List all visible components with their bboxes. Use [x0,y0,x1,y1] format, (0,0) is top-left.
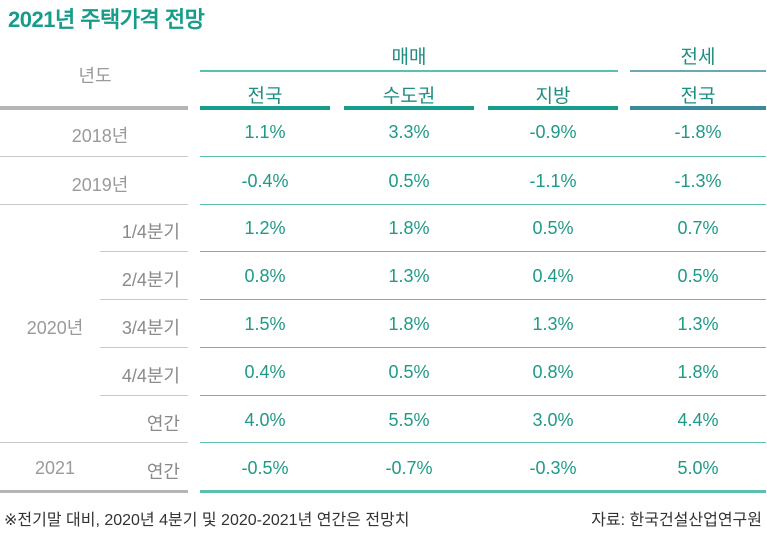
row-period-q4: 4/4분기 [121,366,180,386]
table-bottom-rule [200,490,766,493]
row-period-q2: 2/4분기 [121,270,180,290]
cell-2020annual-national: 4.0% [244,410,286,430]
page-title: 2021년 주택가격 전망 [8,7,205,32]
row-label-2020: 2020년 [26,318,84,338]
row-divider [200,156,766,157]
group-underline-sale [200,70,618,72]
col-header-capital: 수도권 [382,86,436,107]
cell-2020q1-capital: 1.8% [388,218,430,238]
cell-2019-provinces: -1.1% [529,171,577,191]
row-period-2020-annual: 연간 [146,414,180,434]
year-column-header: 년도 [78,66,112,86]
cell-2020q4-provinces: 0.8% [532,362,574,382]
cell-2019-lease: -1.3% [674,171,722,191]
group-header-lease: 전세 [680,47,716,68]
row-divider [200,251,766,252]
row-divider [0,204,188,205]
cell-2018-national: 1.1% [244,122,286,142]
cell-2020q2-provinces: 0.4% [532,266,574,286]
cell-2018-lease: -1.8% [674,122,722,142]
cell-2021-provinces: -0.3% [529,458,577,478]
header-rule-col1 [200,106,330,110]
row-label-2018: 2018년 [71,126,129,146]
row-divider [200,395,766,396]
footnote: ※전기말 대비, 2020년 4분기 및 2020-2021년 연간은 전망치 [4,512,410,529]
row-divider [100,347,188,348]
row-period-2021-annual: 연간 [146,462,180,482]
row-divider [200,442,766,443]
cell-2020annual-lease: 4.4% [677,410,719,430]
group-underline-lease [630,70,766,72]
cell-2020annual-capital: 5.5% [388,410,430,430]
cell-2020q2-national: 0.8% [244,266,286,286]
source-note: 자료: 한국건설산업연구원 [591,512,762,529]
cell-2020q3-national: 1.5% [244,314,286,334]
row-divider [100,395,188,396]
cell-2020q4-national: 0.4% [244,362,286,382]
header-rule-col3 [488,106,618,110]
cell-2020annual-provinces: 3.0% [532,410,574,430]
cell-2020q3-capital: 1.8% [388,314,430,334]
col-header-lease-national: 전국 [680,86,716,107]
row-divider [200,299,766,300]
header-rule-col4 [630,106,766,110]
cell-2019-national: -0.4% [241,171,289,191]
cell-2021-national: -0.5% [241,458,289,478]
row-divider [200,204,766,205]
row-divider [200,347,766,348]
header-rule-col2 [344,106,474,110]
cell-2020q2-capital: 1.3% [388,266,430,286]
cell-2020q2-lease: 0.5% [677,266,719,286]
row-label-2019: 2019년 [71,175,129,195]
header-rule-gray [0,106,188,110]
cell-2020q1-national: 1.2% [244,218,286,238]
cell-2020q3-lease: 1.3% [677,314,719,334]
row-divider [100,251,188,252]
cell-2018-provinces: -0.9% [529,122,577,142]
table-bottom-rule [0,490,188,493]
row-period-q3: 3/4분기 [121,318,180,338]
row-label-2021: 2021 [34,458,76,478]
row-divider [100,299,188,300]
cell-2021-lease: 5.0% [677,458,719,478]
row-divider [0,156,188,157]
cell-2021-capital: -0.7% [385,458,433,478]
row-divider [0,442,188,443]
group-header-sale: 매매 [391,47,427,68]
col-header-national: 전국 [247,86,283,107]
row-period-q1: 1/4분기 [121,222,180,242]
col-header-provinces: 지방 [535,86,571,107]
cell-2019-capital: 0.5% [388,171,430,191]
cell-2020q4-lease: 1.8% [677,362,719,382]
cell-2020q3-provinces: 1.3% [532,314,574,334]
cell-2020q4-capital: 0.5% [388,362,430,382]
cell-2020q1-lease: 0.7% [677,218,719,238]
cell-2018-capital: 3.3% [388,122,430,142]
cell-2020q1-provinces: 0.5% [532,218,574,238]
